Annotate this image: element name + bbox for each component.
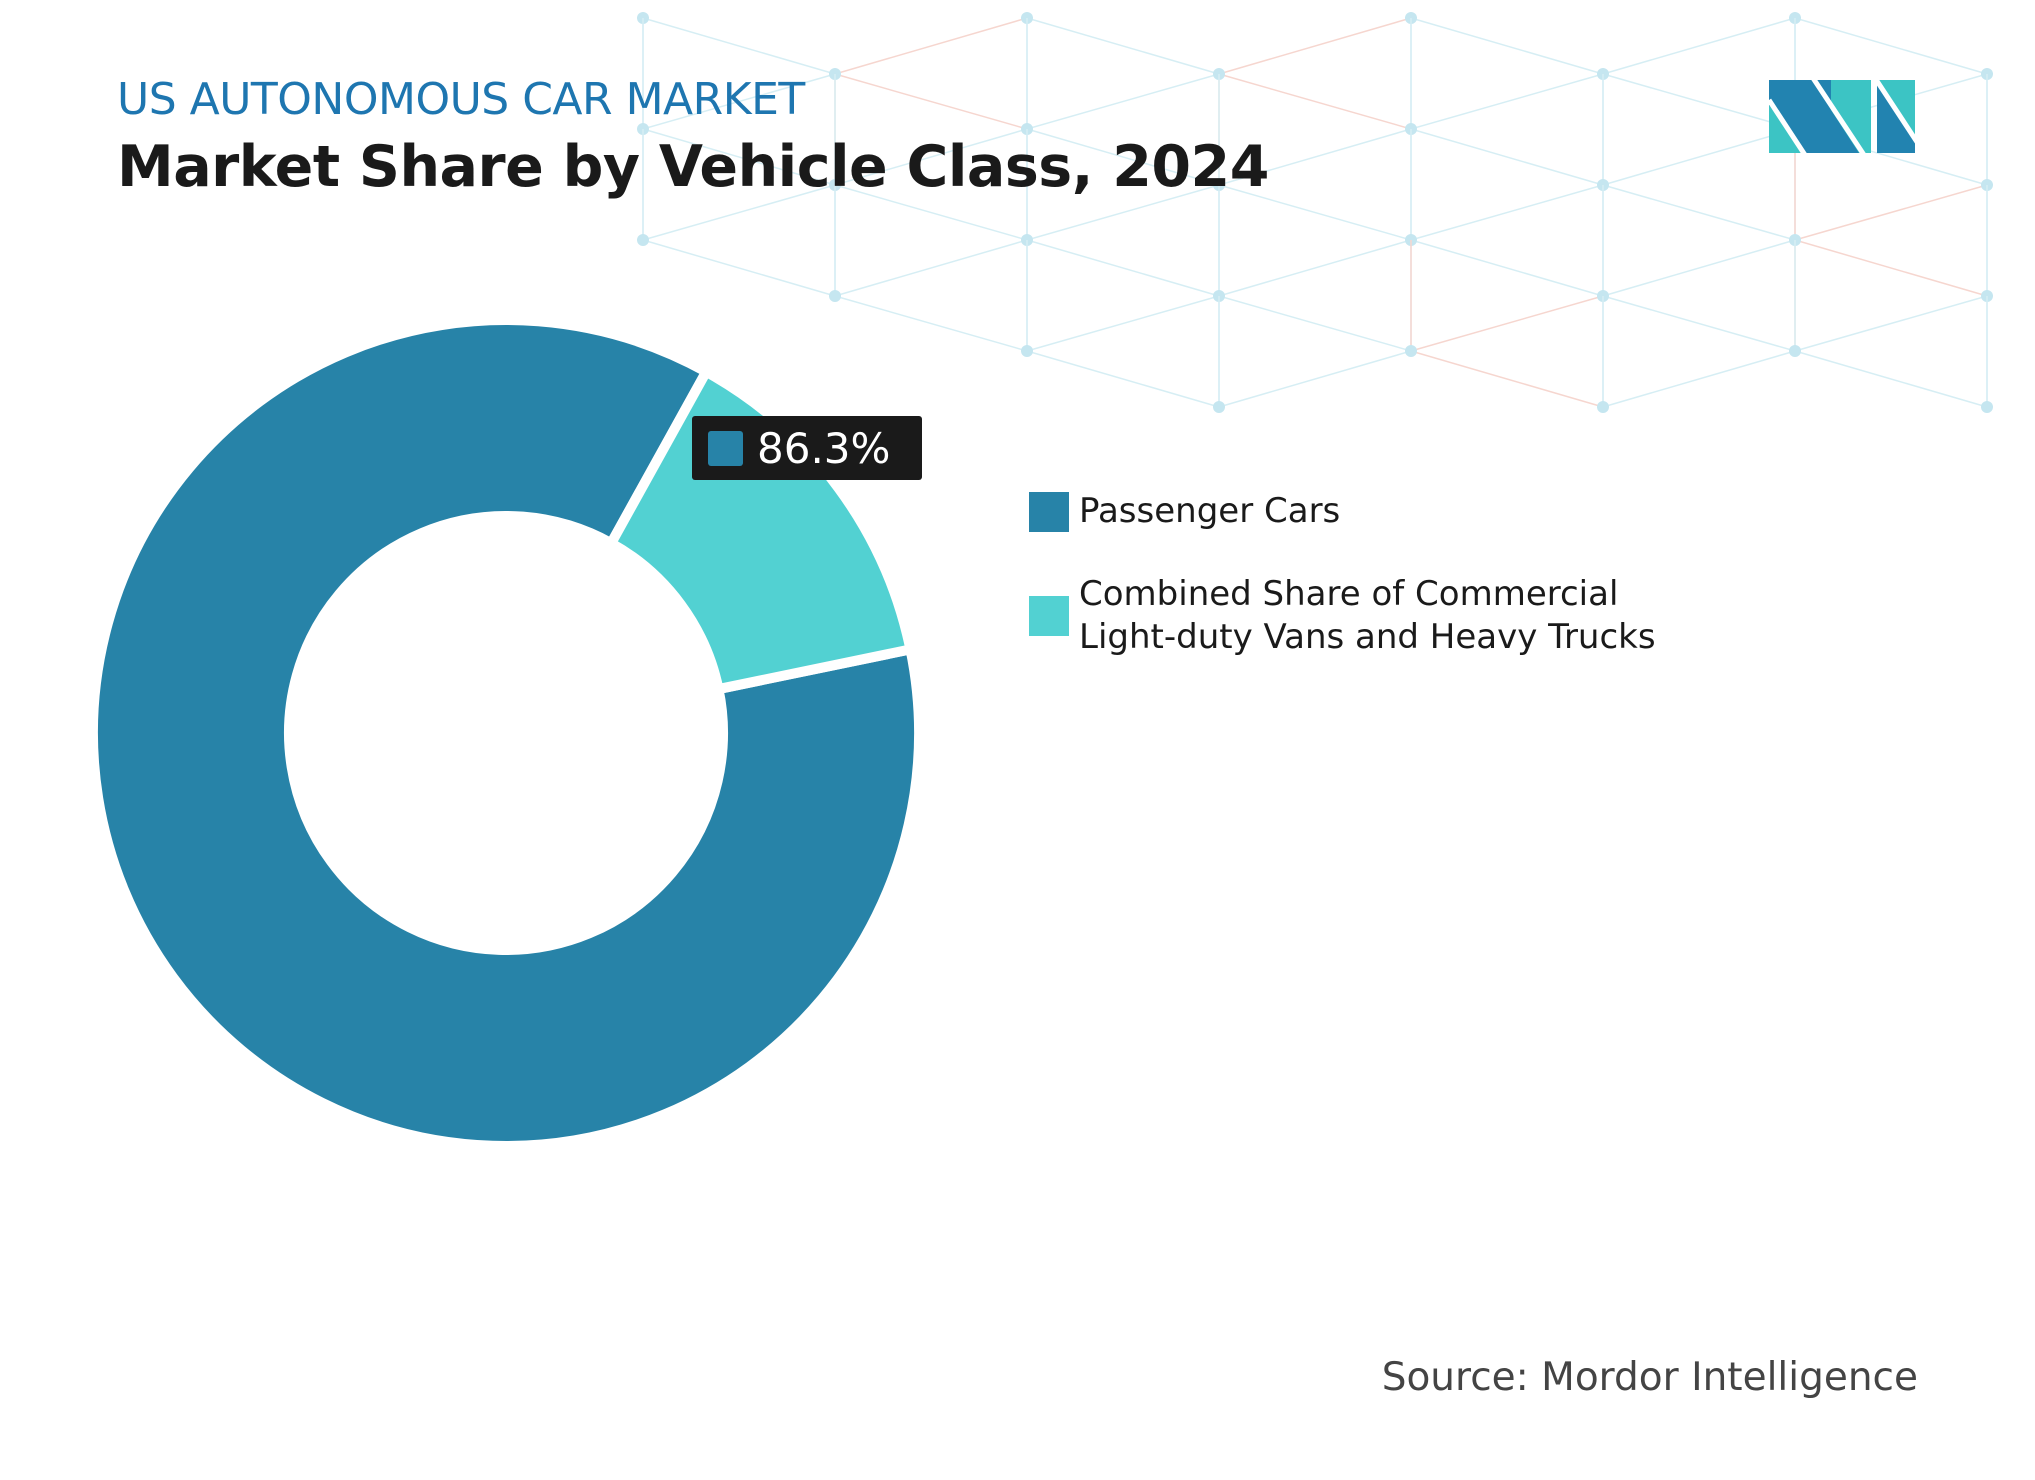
network-line [1026, 184, 1220, 241]
network-line [1794, 17, 1988, 75]
network-line [1218, 350, 1412, 408]
network-line [1026, 350, 1220, 408]
donut-chart [88, 315, 924, 1151]
network-line [1410, 128, 1604, 186]
legend-swatch [1029, 596, 1069, 636]
source-note: Source: Mordor Intelligence [1381, 1355, 1918, 1400]
network-line [1794, 184, 1988, 241]
legend-item-passenger-cars[interactable]: Passenger Cars [1029, 490, 1699, 533]
network-dot [1597, 401, 1609, 413]
network-line [1602, 184, 1796, 241]
network-dot [1405, 345, 1417, 357]
network-line [1794, 239, 1988, 297]
network-line [834, 295, 1028, 352]
mordor-logo [1769, 80, 1915, 153]
network-line [642, 73, 836, 130]
network-line [834, 17, 1028, 75]
network-line [1026, 239, 1220, 297]
network-line [1026, 73, 1220, 130]
legend-swatch [1029, 491, 1069, 532]
network-line [1410, 184, 1604, 241]
network-line [1218, 73, 1412, 130]
network-line [1794, 295, 1988, 352]
network-dot [1021, 345, 1033, 357]
network-line [1026, 295, 1220, 352]
network-dot [1789, 345, 1801, 357]
network-line [1026, 17, 1220, 75]
network-line [834, 73, 1028, 130]
legend-item-commercial[interactable]: Combined Share of Commercial Light-duty … [1029, 573, 1699, 659]
network-line [1410, 73, 1604, 130]
network-dot [637, 234, 649, 246]
network-line [1218, 295, 1412, 352]
network-line [1410, 17, 1604, 75]
background-network-pattern [637, 12, 1993, 413]
network-line [1602, 73, 1796, 130]
network-line [1794, 350, 1988, 408]
network-dot [1981, 401, 1993, 413]
network-line [1410, 239, 1604, 297]
data-label-tooltip: 86.3% [692, 416, 922, 480]
network-line [642, 184, 836, 241]
legend-label: Passenger Cars [1079, 491, 1341, 531]
network-line [1602, 295, 1796, 352]
network-line [1410, 295, 1604, 352]
network-line [642, 17, 836, 75]
network-line [642, 128, 836, 186]
network-line [1602, 350, 1796, 408]
network-line [1026, 128, 1220, 186]
donut-slice-passenger-cars[interactable] [88, 315, 924, 1151]
network-line [1410, 350, 1604, 408]
network-line [834, 128, 1028, 186]
tooltip-value: 86.3% [757, 423, 891, 473]
network-line [1218, 17, 1412, 75]
network-line [834, 184, 1028, 241]
network-line [1218, 239, 1412, 297]
network-line [1602, 17, 1796, 75]
network-line [1218, 184, 1412, 241]
tooltip-swatch [708, 430, 743, 466]
network-dot [829, 290, 841, 302]
legend: Passenger Cars Combined Share of Commerc… [1029, 490, 1699, 699]
network-line [642, 239, 836, 297]
chart-title: Market Share by Vehicle Class, 2024 [117, 134, 1269, 200]
network-line [1602, 239, 1796, 297]
network-dot [1213, 401, 1225, 413]
network-line [1602, 128, 1796, 186]
network-line [1218, 128, 1412, 186]
legend-label: Combined Share of Commercial Light-duty … [1079, 574, 1656, 657]
chart-subtitle: US AUTONOMOUS CAR MARKET [117, 74, 805, 125]
network-line [834, 239, 1028, 297]
